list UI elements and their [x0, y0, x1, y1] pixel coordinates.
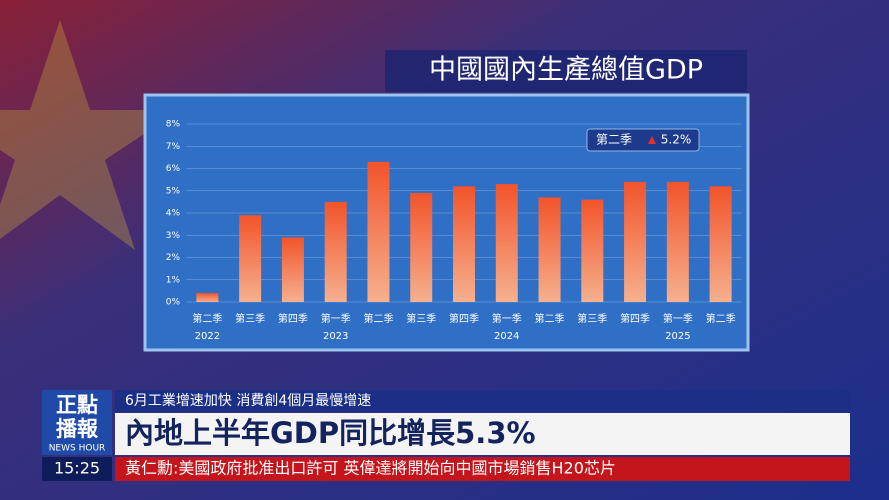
y-tick-label: 2% [166, 253, 181, 263]
logo-line2: 播報 [56, 417, 99, 441]
x-tick-label: 第四季 [620, 312, 650, 325]
logo-line1: 正點 [56, 393, 98, 417]
bar [495, 184, 518, 302]
y-tick-label: 1% [166, 275, 181, 285]
bar [709, 186, 732, 302]
year-label: 2023 [323, 331, 348, 342]
bar [367, 161, 390, 302]
bar [196, 293, 219, 302]
bar [538, 197, 561, 302]
x-tick-label: 第三季 [577, 312, 607, 325]
bar [581, 199, 604, 302]
highlight-text: 5.2% [661, 133, 692, 147]
headline-strip [115, 413, 850, 455]
x-tick-label: 第二季 [363, 312, 393, 325]
x-tick-label: 第三季 [406, 312, 436, 325]
x-tick-label: 第二季 [535, 312, 565, 325]
highlight-label: 第二季 [596, 133, 632, 147]
logo-box [42, 390, 112, 455]
x-tick-label: 第一季 [492, 312, 522, 325]
bar [624, 181, 647, 302]
ticker-strip [115, 457, 850, 481]
up-arrow [648, 136, 656, 144]
year-label: 2024 [494, 331, 519, 342]
y-tick-label: 6% [166, 164, 181, 174]
ticker: 黃仁勳:美國政府批准出口許可 英偉達將開始向中國市場銷售H20芯片 [125, 459, 616, 478]
highlight-box [586, 128, 700, 152]
y-tick-label: 0% [166, 298, 181, 308]
flag-star [0, 20, 180, 250]
x-tick-label: 第二季 [192, 312, 222, 325]
chart-title: 中國國內生產總值GDP [429, 55, 703, 86]
bar [324, 201, 347, 302]
kicker-strip [115, 390, 850, 412]
bar [666, 181, 689, 302]
y-tick-label: 7% [166, 142, 181, 152]
x-tick-label: 第二季 [706, 312, 736, 325]
headline-kicker: 6月工業增速加快 消費創4個月最慢增速 [125, 392, 371, 409]
x-tick-label: 第四季 [278, 312, 308, 325]
y-tick-label: 3% [166, 231, 181, 241]
x-tick-label: 第三季 [235, 312, 265, 325]
x-tick-label: 第四季 [449, 312, 479, 325]
y-tick-label: 8% [166, 120, 181, 130]
title-box [385, 50, 747, 92]
year-label: 2025 [665, 331, 690, 342]
bar [281, 237, 304, 302]
x-tick-label: 第一季 [321, 312, 351, 325]
x-tick-label: 第一季 [663, 312, 693, 325]
year-label: 2022 [195, 331, 220, 342]
headline-main: 內地上半年GDP同比增長5.3% [125, 416, 536, 450]
logo-sub: NEWS HOUR [49, 444, 106, 454]
bar [239, 215, 262, 302]
clock-box [42, 457, 112, 481]
clock: 15:25 [54, 459, 100, 478]
bar [410, 192, 433, 302]
y-tick-label: 4% [166, 209, 181, 219]
bar [453, 186, 475, 302]
y-tick-label: 5% [166, 186, 181, 196]
